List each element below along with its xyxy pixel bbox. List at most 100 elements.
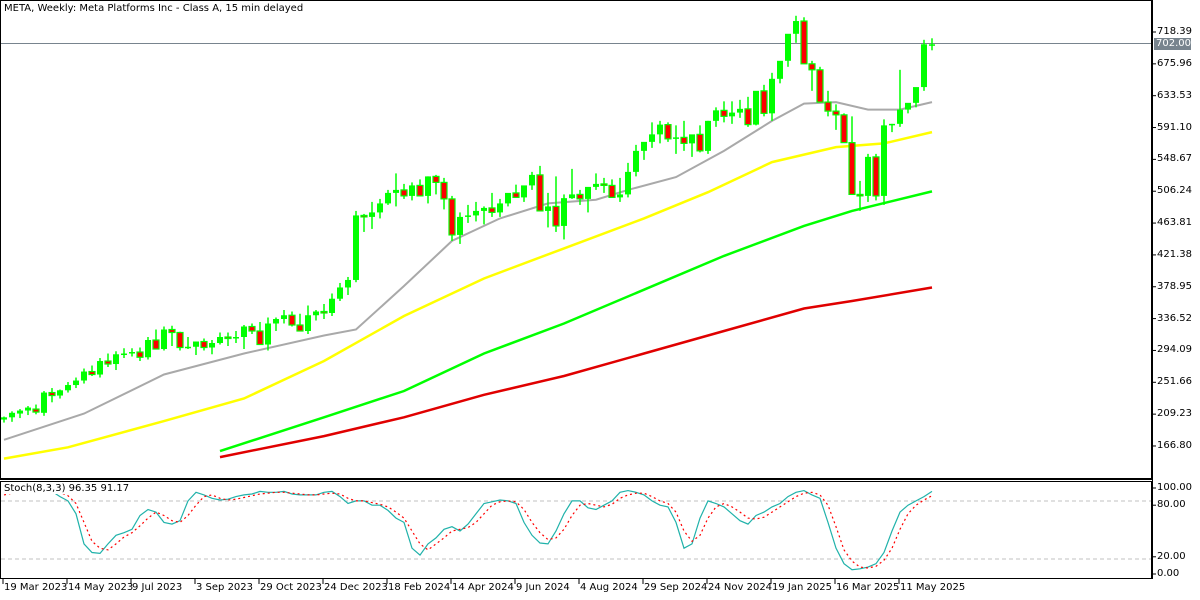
candle [217, 332, 223, 345]
candle [416, 179, 424, 197]
candle [369, 201, 375, 229]
current-price-tag: 702.00 [1154, 38, 1191, 50]
candle [88, 365, 96, 377]
candle [625, 162, 631, 198]
candle [296, 313, 304, 332]
candle [913, 87, 919, 108]
candle [641, 141, 647, 160]
ma-line-yellow [3, 130, 933, 460]
candle [705, 120, 711, 154]
indicator-frame [0, 481, 1152, 579]
time-tick-label: 18 Feb 2024 [388, 582, 451, 593]
candle [760, 84, 768, 117]
candle [865, 153, 871, 202]
candle [689, 134, 695, 157]
price-tick-label: 718.39 [1157, 26, 1192, 37]
candlesticks [1, 15, 935, 423]
candle [129, 348, 135, 357]
candle [337, 282, 343, 301]
stoch-signal-line [3, 488, 933, 569]
candle [889, 123, 895, 133]
candle [152, 329, 160, 350]
candle [505, 192, 511, 207]
price-tick-label: 378.95 [1157, 280, 1192, 292]
price-tick-label: 294.09 [1157, 344, 1192, 356]
time-tick-label: 14 Apr 2024 [452, 582, 514, 593]
candle [832, 104, 840, 130]
ma-line-red [219, 286, 933, 459]
candle [824, 90, 832, 117]
stoch-tick-label: 100.00 [1157, 482, 1192, 493]
candle [561, 194, 567, 240]
candle [400, 183, 408, 199]
candle [585, 186, 591, 213]
candle [457, 212, 463, 244]
candle [448, 195, 456, 241]
candle [881, 119, 887, 205]
price-tick-label: 506.24 [1157, 185, 1192, 197]
time-tick-label: 29 Oct 2023 [260, 582, 322, 593]
time-tick-label: 9 Jun 2024 [516, 582, 570, 593]
stochastic-lines [3, 487, 933, 571]
candle [657, 120, 663, 144]
candle [425, 176, 431, 204]
candle [536, 165, 544, 212]
candle [808, 60, 816, 91]
candle [720, 101, 728, 123]
candle [497, 198, 503, 217]
candle [393, 173, 399, 207]
candle [265, 317, 271, 351]
candle [256, 321, 264, 346]
candle [897, 69, 903, 127]
candle [353, 210, 359, 283]
candle [104, 353, 112, 368]
candle [593, 173, 599, 190]
stoch-tick-label: 0.00 [1157, 568, 1180, 579]
stoch-tick-label: 20.00 [1157, 550, 1186, 562]
time-tick-label: 11 May 2025 [900, 582, 966, 593]
candle [680, 120, 688, 151]
candle [32, 404, 40, 415]
price-tick-label: 251.66 [1157, 376, 1192, 388]
time-tick-label: 16 Mar 2025 [836, 582, 900, 593]
candle [345, 276, 351, 295]
candle [360, 213, 368, 232]
candle [288, 311, 296, 327]
time-tick-label: 3 Sep 2023 [196, 582, 254, 593]
price-tick-label: 675.96 [1157, 57, 1192, 69]
candle [224, 332, 232, 347]
candle [576, 189, 584, 205]
candle [273, 317, 279, 332]
candle [608, 179, 616, 199]
candle [600, 177, 608, 193]
candle [81, 368, 87, 384]
candle [432, 174, 440, 195]
candle [569, 168, 575, 199]
candle [617, 177, 623, 202]
candle [9, 411, 15, 422]
candle [168, 325, 176, 347]
candle [488, 192, 496, 217]
candle [816, 66, 824, 103]
candle [633, 144, 639, 177]
candle [649, 122, 655, 148]
candle [753, 90, 759, 126]
candle [856, 180, 864, 211]
time-tick-label: 29 Sep 2024 [644, 582, 708, 593]
candle [713, 107, 719, 127]
chart-title: META, Weekly: Meta Platforms Inc - Class… [4, 3, 304, 14]
candle [664, 122, 672, 142]
candle [465, 204, 471, 223]
candle [729, 101, 735, 124]
candle [200, 338, 208, 351]
main-chart-frame [0, 0, 1152, 479]
price-tick-label: 209.23 [1157, 408, 1192, 420]
candle [473, 201, 479, 222]
candle [529, 171, 535, 190]
candle [385, 189, 391, 205]
candle [1, 416, 7, 423]
time-tick-label: 19 Mar 2023 [4, 582, 68, 593]
candle [73, 377, 79, 389]
candle [48, 388, 56, 403]
